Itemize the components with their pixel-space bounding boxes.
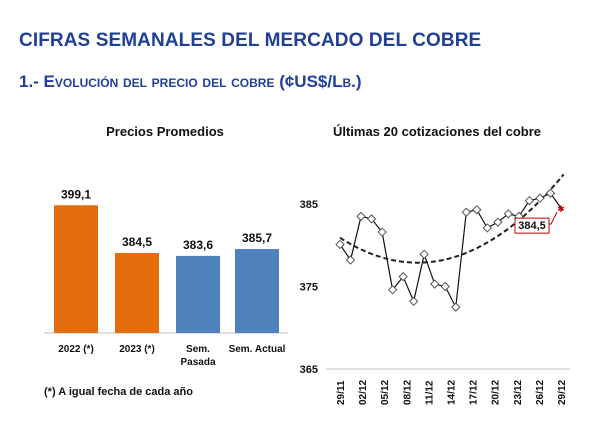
bar xyxy=(176,255,220,333)
x-tick-label: 23/12 xyxy=(513,380,524,405)
y-tick-label: 375 xyxy=(300,282,318,294)
bar-category-label: Sem. Pasada xyxy=(180,344,215,368)
last-point-marker: ✱ xyxy=(557,205,565,215)
price-point xyxy=(419,249,429,260)
line-chart-title: Últimas 20 cotizaciones del cobre xyxy=(333,124,541,139)
x-tick-label: 20/12 xyxy=(491,380,502,405)
x-tick-label: 08/12 xyxy=(402,380,413,405)
price-point xyxy=(461,207,471,217)
trend-line xyxy=(339,173,565,264)
bar-value-label: 399,1 xyxy=(61,187,91,201)
price-point xyxy=(503,209,514,219)
line-chart-x-ticks: 29/11 02/12 05/12 08/12 11/12 14/12 17/12 20/12… xyxy=(336,380,568,405)
x-tick-label: 17/12 xyxy=(469,380,480,405)
price-point xyxy=(345,255,356,265)
price-point xyxy=(377,227,387,237)
last-value-callout: 384,5 xyxy=(514,211,558,234)
y-tick-label: 385 xyxy=(300,199,318,211)
line-chart: Últimas 20 cotizaciones del cobre 365 375… xyxy=(300,124,570,405)
line-chart-y-axis: 365 375 385 xyxy=(300,199,318,376)
price-point xyxy=(493,217,503,227)
price-point xyxy=(387,285,398,295)
y-tick-label: 365 xyxy=(300,364,318,376)
bar-chart-title: Precios Promedios xyxy=(106,124,224,139)
bar-value-label: 384,5 xyxy=(122,235,152,249)
bar-chart: Precios Promedios 399,1 2022 (*) 384,5 2023… xyxy=(44,124,288,368)
price-point xyxy=(524,195,535,206)
price-point xyxy=(451,302,461,312)
bar-value-label: 383,6 xyxy=(183,238,213,252)
price-points: ✱ xyxy=(335,188,565,312)
price-point xyxy=(398,271,408,282)
price-line xyxy=(339,192,562,310)
bar-series: 399,1 2022 (*) 384,5 2023 (*) 383,6 Sem. Pasad… xyxy=(54,187,286,368)
callout-value: 384,5 xyxy=(518,220,546,232)
price-point xyxy=(440,281,450,292)
x-tick-label: 02/12 xyxy=(358,380,369,405)
footnote: (*) A igual fecha de cada año xyxy=(44,386,193,398)
price-point xyxy=(545,188,556,198)
bar xyxy=(235,249,279,333)
x-tick-label: 26/12 xyxy=(535,380,546,405)
price-point xyxy=(535,193,545,203)
x-tick-label: 29/11 xyxy=(336,380,347,405)
callout-box xyxy=(514,217,550,234)
x-tick-label: 29/12 xyxy=(557,380,568,405)
bar-value-label: 385,7 xyxy=(242,231,272,245)
price-point xyxy=(335,239,345,250)
bar xyxy=(115,252,159,333)
price-point xyxy=(472,205,482,215)
price-point xyxy=(366,214,377,224)
bar xyxy=(54,205,98,333)
page-title: CIFRAS SEMANALES DEL MERCADO DEL COBRE xyxy=(19,30,482,51)
x-tick-label: 14/12 xyxy=(447,380,458,405)
callout-leader xyxy=(549,211,558,225)
bar-category-label: Sem. Actual xyxy=(229,344,286,355)
bar-category-label: 2023 (*) xyxy=(119,344,155,355)
price-point xyxy=(482,223,493,233)
price-point xyxy=(356,211,366,222)
x-tick-label: 11/12 xyxy=(424,380,435,405)
page-subtitle: 1.- Evolución del precio del cobre (¢US$… xyxy=(19,72,362,91)
x-tick-label: 05/12 xyxy=(380,380,391,405)
price-point xyxy=(408,296,419,307)
price-point xyxy=(430,279,440,289)
bar-category-label: 2022 (*) xyxy=(58,344,94,355)
